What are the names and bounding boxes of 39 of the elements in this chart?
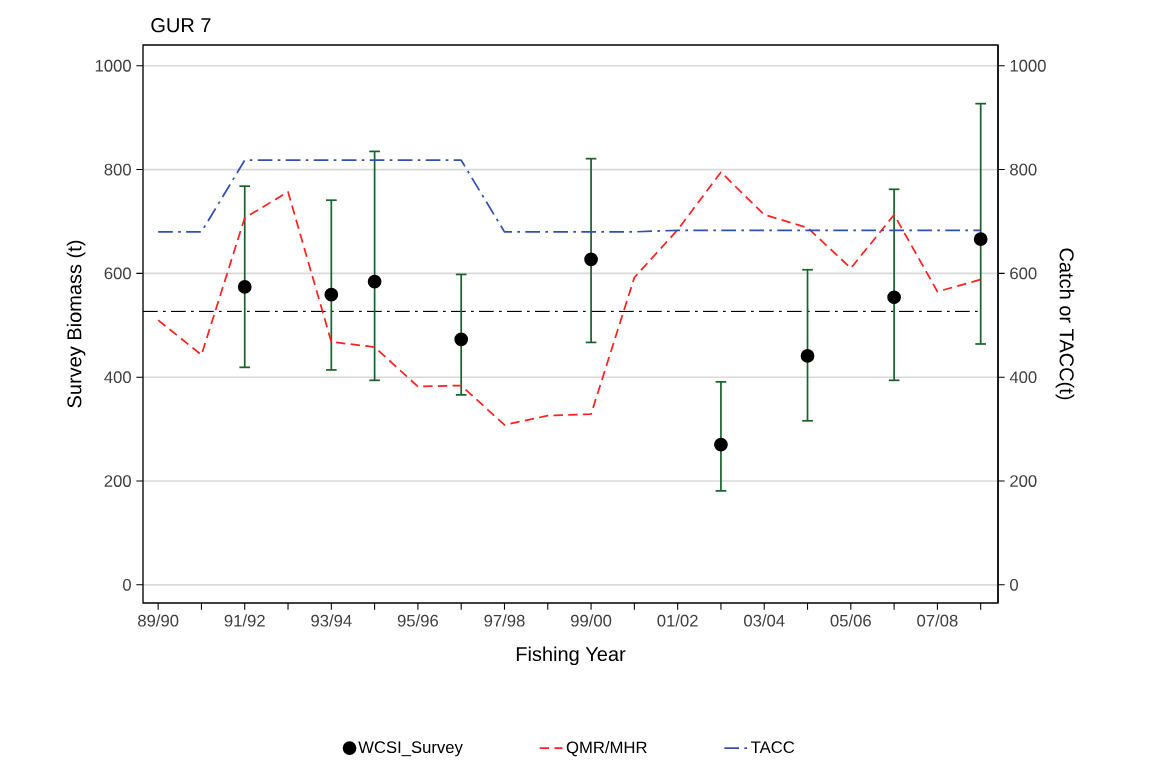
legend-label: TACC	[751, 741, 795, 754]
y-tick-label: 200	[104, 475, 131, 487]
point	[367, 274, 382, 289]
point	[887, 290, 901, 305]
x-tick-label: 07/08	[917, 614, 958, 627]
y-axis-title: Survey Biomass (t)	[66, 240, 86, 408]
x-tick-label: 91/92	[224, 614, 265, 627]
x-tick-label: 93/94	[311, 614, 352, 627]
y2-tick-label: 400	[1009, 371, 1037, 384]
y-tick-label: 800	[104, 163, 131, 176]
point	[324, 287, 339, 302]
legend-label: QMR/MHR	[566, 741, 647, 757]
x-tick-label: 99/00	[570, 614, 612, 627]
y2-tick-label: 800	[1010, 163, 1037, 176]
chart-title: GUR 7	[151, 18, 211, 33]
y2-tick-label: 1000	[1010, 59, 1046, 72]
y-tick-label: 0	[123, 578, 131, 591]
point	[714, 437, 728, 452]
x-tick-label: 95/96	[397, 614, 439, 627]
y-tick-label: 600	[104, 267, 131, 280]
x-tick-label: 01/02	[657, 614, 698, 627]
y2-axis-title: Catch or TACC(t)	[1055, 248, 1075, 400]
point	[584, 252, 598, 267]
x-tick-label: 05/06	[830, 614, 871, 627]
x-tick-label: 97/98	[484, 614, 525, 627]
legend-label: WCSI_Survey	[358, 741, 463, 757]
x-axis-title: Fishing Year	[516, 646, 626, 666]
y-tick-label: 1000	[95, 59, 131, 72]
line-series	[157, 171, 982, 426]
point	[973, 232, 988, 246]
point	[237, 280, 252, 294]
y2-tick-label: 0	[1010, 578, 1018, 591]
point	[454, 332, 469, 347]
y2-tick-label: 600	[1010, 267, 1037, 280]
point	[800, 349, 815, 363]
x-tick-label: 89/90	[138, 614, 179, 627]
x-tick-label: 03/04	[744, 614, 785, 627]
y2-tick-label: 200	[1010, 475, 1037, 487]
y-tick-label: 400	[104, 371, 131, 384]
